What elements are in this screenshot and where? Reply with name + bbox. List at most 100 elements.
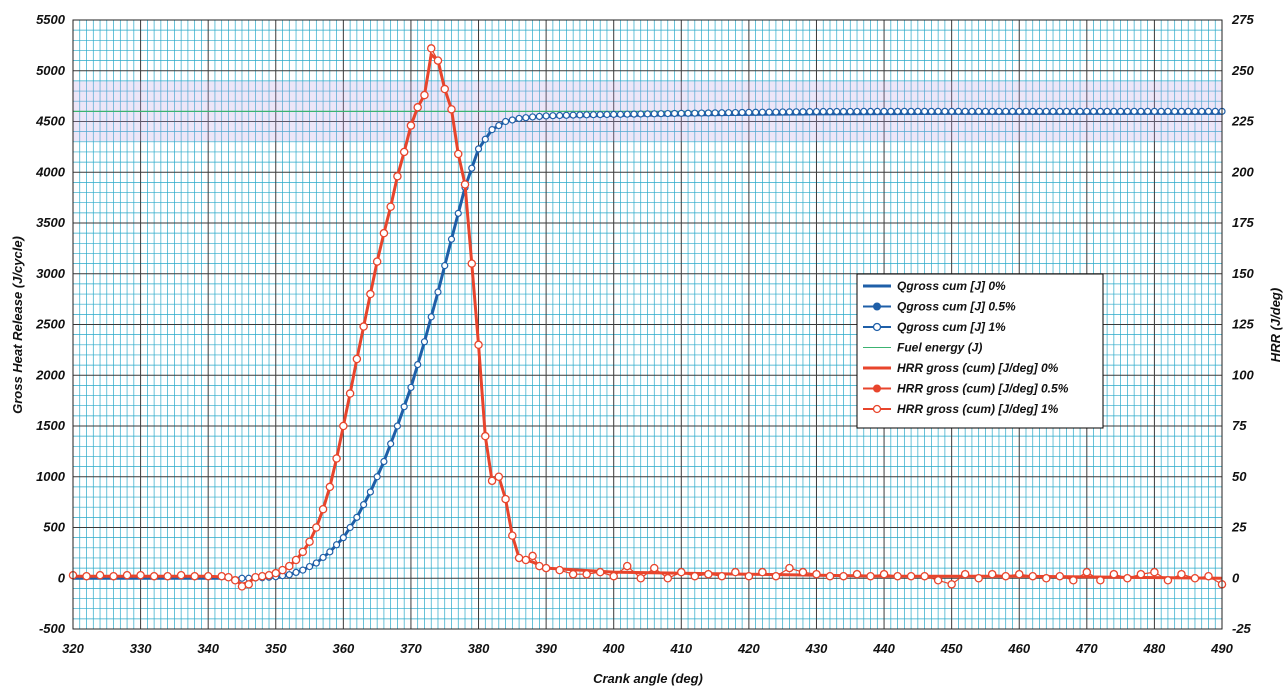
y-right-tick-label: 175	[1232, 215, 1254, 230]
qgross-point	[1008, 107, 1017, 115]
qgross-point	[968, 107, 976, 115]
qgross-point	[299, 566, 307, 574]
qgross-point	[441, 262, 449, 270]
qgross-point	[1184, 107, 1192, 115]
hrr-1pct-markers	[68, 44, 1227, 591]
y-left-tick-label: 5000	[36, 63, 66, 78]
qgross-point	[772, 108, 780, 116]
hrr-point	[1190, 574, 1200, 583]
legend-item: HRR gross (cum) [J/deg] 0%	[863, 361, 1059, 375]
qgross-point	[576, 111, 584, 119]
qgross-point	[1191, 107, 1199, 115]
hrr-point	[271, 568, 281, 578]
hrr-point	[1096, 576, 1105, 585]
x-tick-label: 330	[130, 641, 152, 656]
hrr-point	[420, 90, 429, 100]
qgross-point	[1110, 107, 1118, 115]
qgross-point	[954, 107, 963, 115]
qgross-point	[792, 108, 800, 116]
qgross-point	[812, 107, 821, 116]
qgross-point	[1015, 107, 1023, 115]
qgross-point	[1069, 107, 1077, 115]
legend-label: Qgross cum [J] 0.5%	[897, 300, 1016, 314]
hrr-point	[217, 571, 226, 581]
legend-swatch-marker	[873, 384, 881, 393]
y-axis-left-title: Gross Heat Release (J/cycle)	[10, 236, 25, 414]
qgross-point	[616, 110, 625, 118]
hrr-point	[467, 259, 477, 268]
qgross-point	[393, 422, 402, 430]
hrr-point	[974, 574, 983, 583]
hrr-point	[866, 571, 875, 581]
y-right-tick-label: 100	[1232, 367, 1254, 382]
qgross-point	[610, 110, 618, 118]
hrr-point	[595, 567, 605, 577]
x-tick-label: 420	[737, 641, 760, 656]
legend-swatch-marker	[872, 322, 882, 332]
hrr-point	[325, 482, 335, 492]
hrr-point	[568, 569, 578, 579]
qgross-point	[934, 107, 942, 115]
qgross-point	[488, 126, 496, 134]
x-tick-label: 350	[265, 641, 287, 656]
qgross-point	[522, 114, 530, 122]
qgross-point	[420, 338, 429, 346]
hrr-point	[109, 571, 118, 581]
qgross-point	[846, 107, 854, 116]
hrr-point	[413, 103, 422, 112]
qgross-point	[562, 111, 570, 119]
hrr-point	[663, 574, 673, 583]
qgross-point	[556, 111, 564, 120]
hrr-point	[399, 147, 409, 157]
qgross-point	[711, 109, 719, 117]
y-left-tick-label: 1000	[36, 469, 66, 484]
hrr-point	[555, 565, 564, 575]
hrr-point	[514, 553, 524, 563]
hrr-point	[406, 121, 416, 130]
hrr-point	[960, 569, 970, 579]
hrr-point	[508, 531, 517, 540]
hrr-point	[947, 580, 956, 589]
qgross-point	[677, 109, 685, 117]
legend-swatch-marker	[872, 404, 882, 414]
qgross-point	[1062, 107, 1071, 115]
qgross-point	[603, 110, 611, 119]
hrr-point	[582, 569, 591, 579]
x-tick-label: 470	[1075, 641, 1098, 656]
hrr-point	[122, 570, 132, 580]
qgross-point	[670, 109, 679, 118]
hrr-point	[690, 571, 700, 581]
y-right-tick-label: 125	[1232, 317, 1254, 332]
qgross-point	[981, 107, 990, 115]
qgross-point	[948, 107, 956, 115]
qgross-point	[907, 107, 915, 115]
qgross-point	[468, 164, 476, 172]
y-left-tick-label: 3000	[36, 266, 66, 281]
legend-label: HRR gross (cum) [J/deg] 0%	[897, 361, 1059, 375]
y-right-tick-label: 50	[1232, 469, 1247, 484]
hrr-point	[1204, 571, 1213, 581]
qgross-point	[826, 107, 834, 116]
hrr-point	[352, 354, 362, 364]
hrr-point	[494, 472, 504, 481]
qgross-point	[839, 107, 848, 116]
hrr-point	[318, 504, 328, 514]
qgross-point	[799, 108, 807, 116]
hrr-point	[731, 567, 740, 577]
hrr-point	[1001, 571, 1010, 581]
hrr-point	[433, 56, 443, 65]
qgross-point	[360, 501, 368, 509]
qgross-point	[1029, 107, 1037, 115]
hrr-point	[1055, 571, 1065, 581]
qgross-point	[914, 107, 922, 115]
qgross-point	[400, 403, 408, 411]
qgross-point	[765, 108, 773, 116]
qgross-point	[434, 288, 442, 296]
hrr-point	[278, 565, 287, 575]
qgross-point	[1204, 107, 1213, 115]
qgross-point	[1117, 107, 1125, 115]
hrr-point	[933, 576, 943, 585]
hrr-point	[541, 563, 551, 573]
qgross-point	[860, 107, 868, 116]
